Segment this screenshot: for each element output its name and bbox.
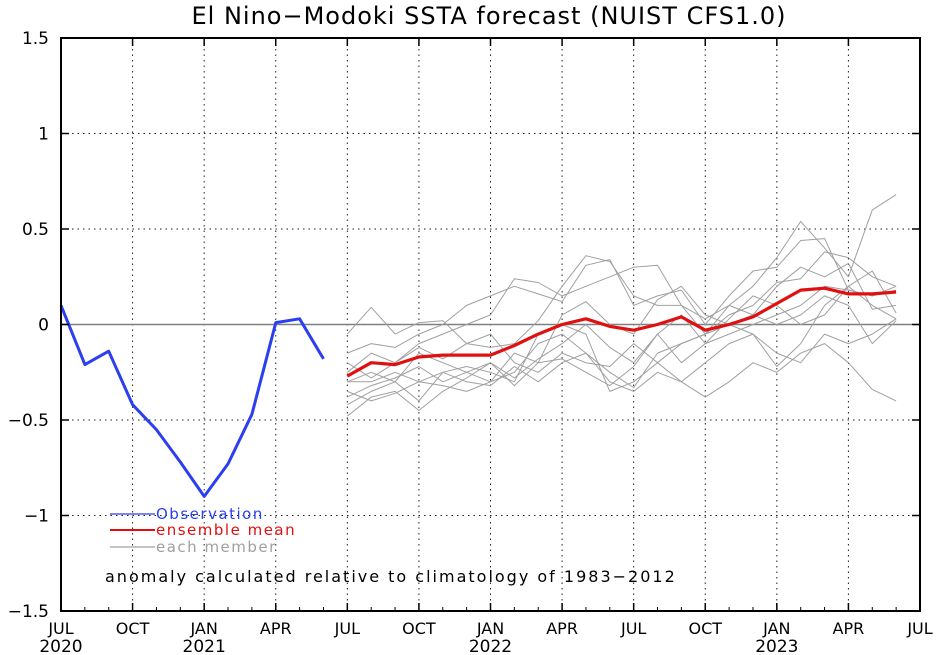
y-tick-label: −1: [24, 507, 49, 527]
x-tick-label: OCT: [402, 619, 436, 638]
legend-label: Observation: [156, 505, 264, 523]
x-tick-label: APR: [833, 619, 865, 638]
x-year-label: 2021: [183, 637, 226, 655]
x-tick-label: JAN: [476, 619, 504, 638]
x-tick-label: OCT: [116, 619, 150, 638]
x-tick-label: JUL: [47, 619, 73, 638]
x-tick-label: APR: [546, 619, 578, 638]
ensemble-mean-series: [346, 286, 897, 378]
y-tick-label: 1.5: [22, 29, 49, 49]
x-year-label: 2023: [755, 637, 798, 655]
y-tick-label: 0: [38, 316, 49, 336]
chart-note: anomaly calculated relative to climatolo…: [105, 567, 677, 586]
member-line: [347, 333, 897, 402]
x-tick-label: JAN: [762, 619, 790, 638]
y-tick-label: 0.5: [22, 220, 49, 240]
member-line: [347, 295, 897, 406]
x-tick-label: JUL: [620, 619, 646, 638]
x-tick-label: APR: [260, 619, 292, 638]
chart-title: El Nino−Modoki SSTA forecast (NUIST CFS1…: [192, 2, 787, 30]
ensemble-mean-line: [346, 286, 897, 378]
x-tick-label: JAN: [189, 619, 217, 638]
member-line: [347, 238, 897, 354]
legend-label: ensemble mean: [156, 521, 296, 539]
x-tick-label: JUL: [334, 619, 360, 638]
x-tick-label: JUL: [906, 619, 932, 638]
y-tick-label: 1: [38, 125, 49, 145]
y-tick-label: −1.5: [8, 602, 49, 622]
observation-line: [59, 304, 325, 498]
x-year-label: 2022: [469, 637, 512, 655]
member-line: [347, 285, 897, 402]
x-tick-label: OCT: [688, 619, 722, 638]
member-line: [346, 285, 897, 417]
member-line: [346, 194, 897, 348]
y-tick-label: −0.5: [8, 411, 49, 431]
x-year-label: 2020: [39, 637, 82, 655]
member-line: [346, 251, 897, 373]
legend-label: each member: [156, 538, 277, 556]
observation-series: [59, 304, 325, 498]
member-lines: [346, 194, 897, 417]
